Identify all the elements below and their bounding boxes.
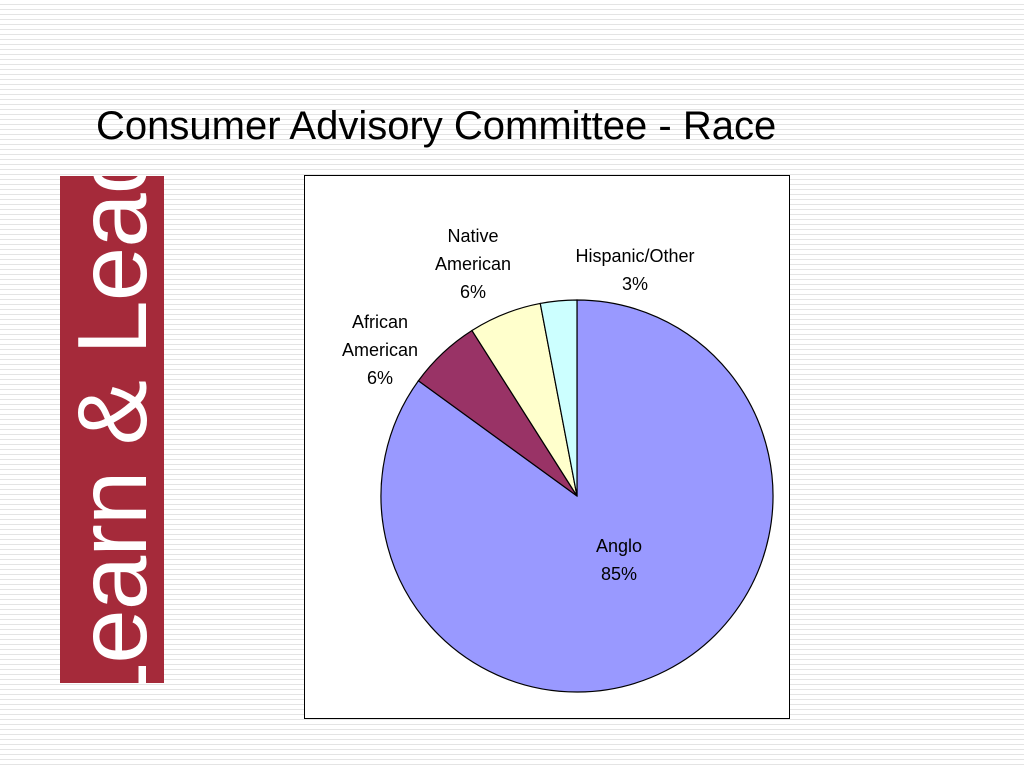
pie-label-anglo: Anglo 85% (596, 536, 642, 584)
pie-label-african-american: African American 6% (342, 312, 418, 388)
chart-frame: Anglo 85% African American 6% Native American 6… (304, 175, 790, 719)
pie-label-hispanic-other: Hispanic/Other 3% (575, 246, 694, 294)
side-banner: Learn & Lead (60, 176, 164, 683)
pie-label-native-american: Native American 6% (435, 226, 511, 302)
pie-chart: Anglo 85% African American 6%Native American 6… (342, 226, 774, 693)
side-banner-text: Learn & Lead (60, 176, 164, 683)
slide-title: Consumer Advisory Committee - Race (96, 104, 777, 148)
pie-slice-hispanic-other (539, 299, 578, 497)
